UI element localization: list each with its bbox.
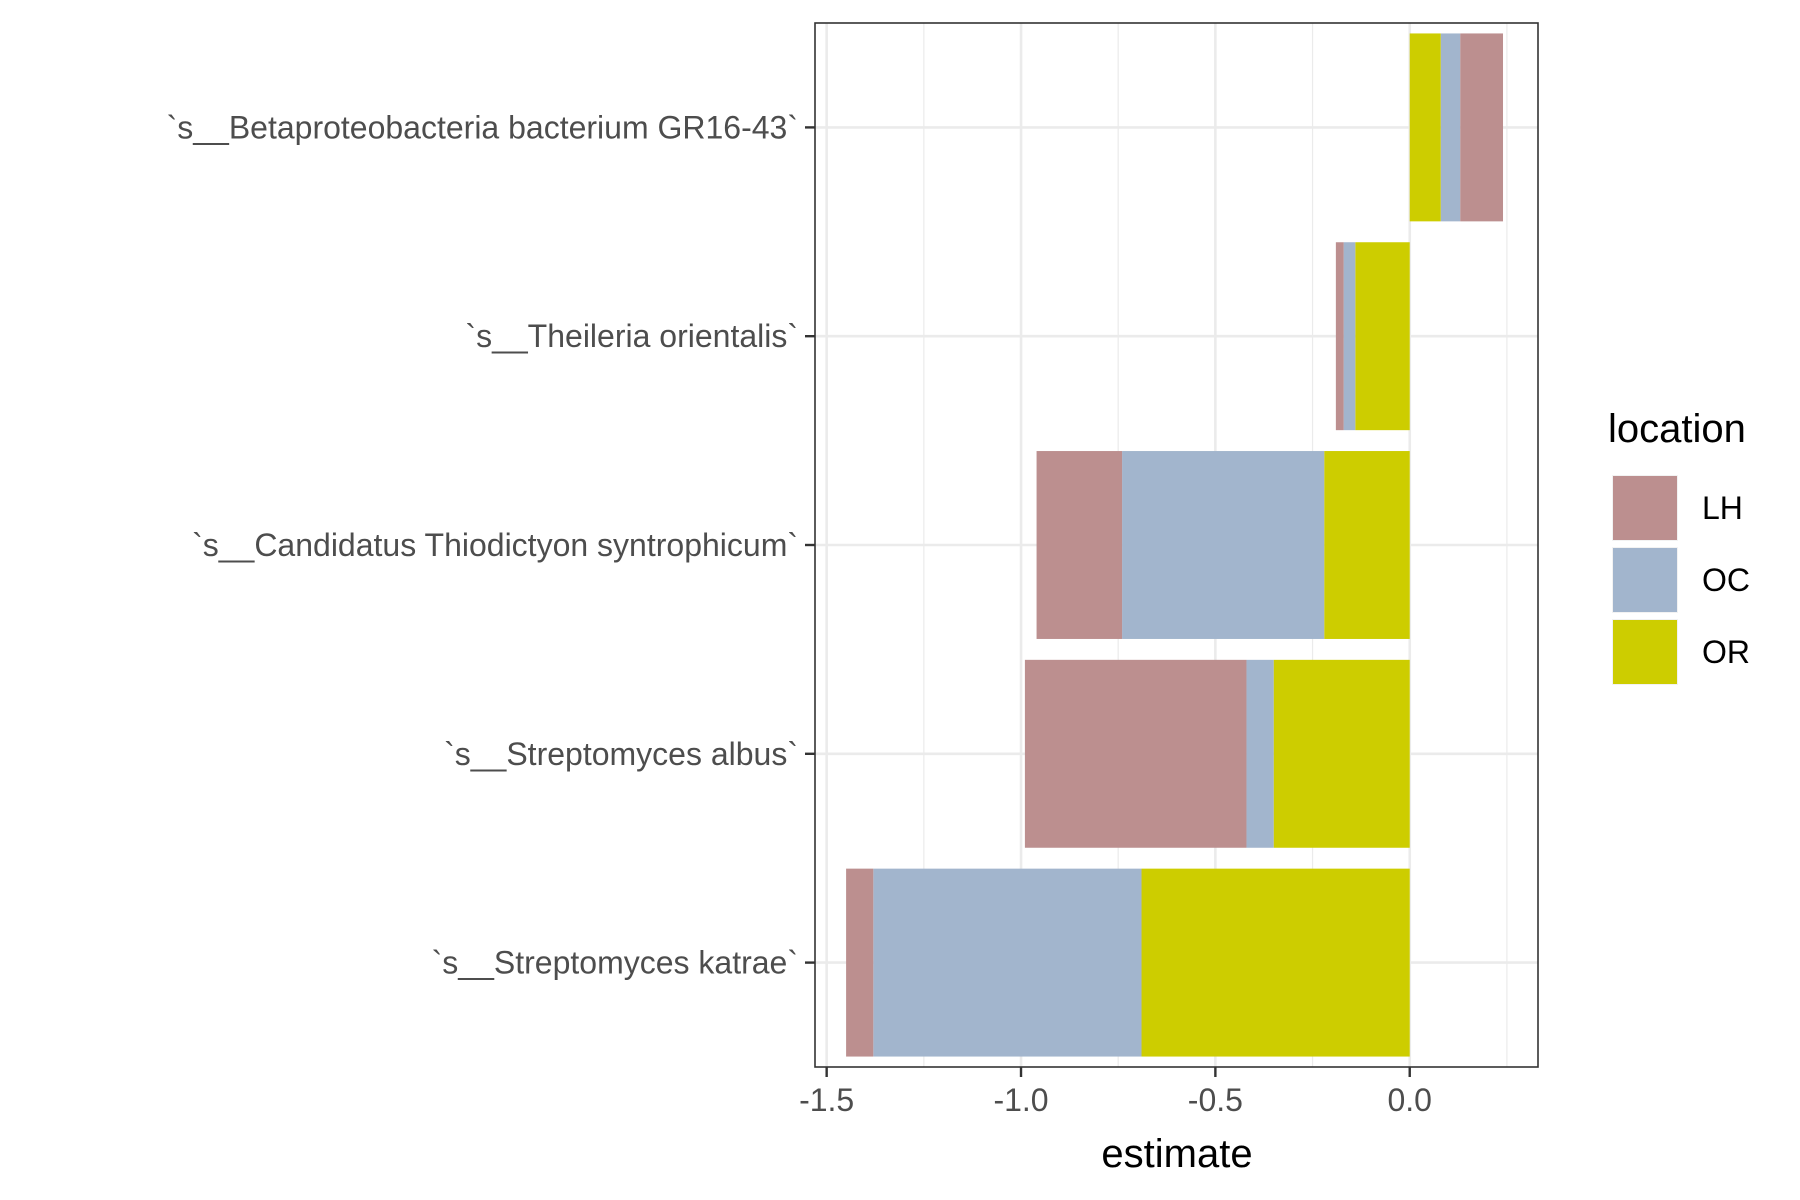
legend-label: OR	[1702, 634, 1750, 670]
plot-panel	[814, 22, 1539, 1068]
x-axis-title: estimate	[1101, 1132, 1252, 1176]
bar-segment-oc	[1343, 242, 1356, 431]
legend-title: location	[1608, 407, 1746, 451]
x-axis: -1.5 -1.0 -0.5 0.0	[799, 1067, 1432, 1118]
y-tick-label: `s__Theileria orientalis`	[465, 318, 798, 354]
bar-segment-or	[1273, 659, 1410, 848]
bar-segment-lh	[1460, 33, 1504, 222]
legend-label: LH	[1702, 490, 1743, 526]
bar-segment-lh	[1335, 242, 1344, 431]
x-tick-label: -1.0	[993, 1082, 1048, 1118]
x-tick-label: 0.0	[1387, 1082, 1431, 1118]
legend: location LH OC OR	[1608, 407, 1750, 685]
bar-segment-lh	[846, 868, 874, 1057]
bar-segment-or	[1409, 33, 1441, 222]
legend-swatch-lh	[1613, 476, 1677, 540]
bar-segment-lh	[1036, 451, 1123, 639]
bar-segment-oc	[1440, 33, 1461, 222]
legend-label: OC	[1702, 562, 1750, 598]
x-tick-label: -0.5	[1188, 1082, 1243, 1118]
y-tick-label: `s__Betaproteobacteria bacterium GR16-43…	[167, 109, 798, 145]
bar-segment-oc	[873, 868, 1142, 1057]
legend-swatch-oc	[1613, 548, 1677, 612]
bar-segment-oc	[1246, 659, 1274, 848]
legend-swatch-or	[1613, 620, 1677, 684]
y-tick-label: `s__Candidatus Thiodictyon syntrophicum`	[192, 527, 798, 563]
y-tick-label: `s__Streptomyces albus`	[444, 736, 798, 772]
y-tick-label: `s__Streptomyces katrae`	[432, 945, 798, 981]
bar-segment-or	[1141, 868, 1410, 1057]
bar-segment-lh	[1024, 659, 1247, 848]
x-tick-label: -1.5	[799, 1082, 854, 1118]
y-axis: `s__Betaproteobacteria bacterium GR16-43…	[167, 109, 815, 981]
bar-segment-or	[1324, 451, 1410, 639]
bar-segment-or	[1355, 242, 1410, 431]
bar-segment-oc	[1122, 451, 1325, 639]
